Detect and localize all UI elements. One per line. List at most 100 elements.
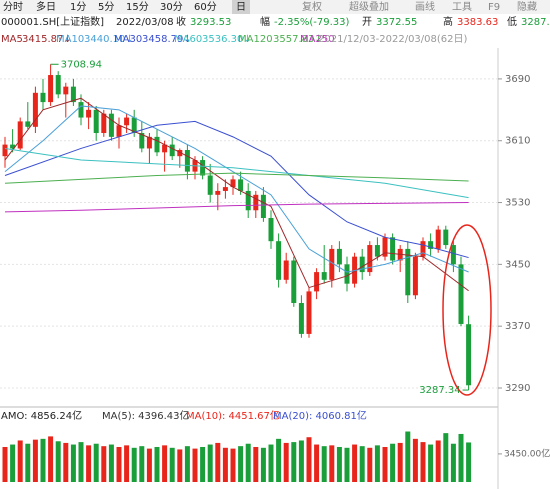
volume-bar — [428, 444, 434, 482]
candle-body — [184, 150, 190, 172]
y-tick-label: 3450 — [505, 259, 530, 270]
volume-bar — [184, 446, 190, 482]
legend-value: 3557.83↓ — [273, 34, 323, 45]
volume-bar — [124, 445, 130, 482]
volume-bar — [139, 446, 145, 482]
quote-label: 收 — [176, 15, 186, 28]
toolbar-tab[interactable]: 分时 — [3, 1, 23, 13]
volume-bar — [291, 442, 297, 482]
volume-bar — [390, 443, 396, 482]
volume-bar — [207, 444, 213, 482]
candle-body — [215, 190, 221, 195]
volume-bar — [443, 433, 449, 482]
volume-bar — [458, 433, 464, 482]
volume-bar — [382, 446, 388, 482]
toolbar-tab[interactable]: 5分 — [98, 1, 114, 13]
volume-bar — [131, 447, 137, 482]
candle-body — [70, 86, 76, 103]
toolbar-tool[interactable]: F9 — [488, 2, 500, 13]
toolbar-tab[interactable]: 30分 — [160, 1, 183, 13]
volume-bar — [412, 438, 418, 482]
candle-body — [450, 245, 456, 265]
toolbar-tool[interactable]: 复权 — [302, 0, 322, 13]
volume-bar — [116, 446, 122, 482]
legend-value: 3440.10↓ — [84, 34, 134, 45]
legend-value: 3536.30↓ — [202, 34, 252, 45]
candle-body — [268, 218, 274, 242]
annotation-text: 3287.34 — [419, 385, 460, 396]
legend-value: 3458.79↓ — [142, 34, 192, 45]
annotation-text: 3708.94 — [61, 59, 102, 70]
volume-bar — [63, 442, 69, 482]
candle-body — [124, 117, 130, 126]
volume-bar — [40, 438, 46, 482]
volume-bar — [466, 442, 472, 482]
toolbar-tab[interactable]: 1分 — [70, 1, 86, 13]
candle-body — [283, 260, 289, 280]
candle-body — [177, 150, 183, 157]
ma-line — [4, 147, 469, 199]
toolbar-tab[interactable]: 多日 — [36, 0, 56, 13]
volume-bar — [450, 443, 456, 482]
candle-body — [298, 303, 304, 334]
volume-bar — [78, 442, 84, 482]
candle-body — [344, 264, 350, 284]
volume-bar — [86, 445, 92, 482]
toolbar-tool[interactable]: 画线 — [415, 0, 435, 13]
candle-body — [458, 264, 464, 324]
volume-bar — [215, 442, 221, 482]
quote-date: 2022/03/08 — [116, 17, 174, 28]
candle-body — [25, 121, 31, 127]
volume-bar — [25, 443, 31, 482]
legend-name: MA30 — [114, 34, 142, 45]
volume-bar — [367, 447, 373, 482]
toolbar-tab[interactable]: 15分 — [126, 1, 149, 13]
volume-bar — [405, 431, 411, 482]
toolbar-tool[interactable]: 工具 — [452, 1, 472, 13]
legend-name: MA10 — [56, 34, 84, 45]
ma-line — [4, 105, 469, 273]
legend-name: MA250 — [300, 34, 335, 45]
toolbar-tab[interactable]: 60分 — [194, 1, 217, 13]
candle-body — [238, 179, 244, 191]
volume-bar — [276, 438, 282, 482]
volume-bar — [70, 444, 76, 482]
candle-body — [336, 248, 342, 265]
candle-body — [78, 102, 84, 118]
y-tick-label: 3690 — [505, 74, 530, 85]
toolbar-tab[interactable]: 日 — [236, 2, 246, 13]
volume-bar — [169, 447, 175, 482]
candle-body — [321, 272, 327, 280]
range-label: 2021/12/03-2022/03/08(62日) — [318, 34, 468, 45]
volume-bar — [397, 442, 403, 482]
y-tick-label: 3450.00亿 — [504, 447, 550, 459]
candle-body — [2, 144, 8, 157]
y-tick-label: 3290 — [505, 383, 530, 394]
volume-bar — [108, 444, 114, 482]
ma-line — [4, 97, 469, 292]
legend-name: MA120 — [238, 34, 273, 45]
ma-line — [4, 202, 469, 213]
quote-value: 3293.53 — [190, 17, 231, 28]
candle-body — [359, 256, 365, 273]
candle-body — [101, 113, 107, 133]
volume-title: MA(5): 4396.43亿 — [102, 409, 190, 422]
candle-body — [108, 113, 114, 137]
candle-body — [314, 272, 320, 292]
candle-body — [253, 194, 259, 211]
highlight-ellipse — [442, 224, 492, 396]
volume-bar — [344, 447, 350, 482]
candle-body — [162, 144, 168, 153]
ma-line — [4, 172, 469, 184]
volume-bar — [10, 444, 16, 482]
candle-body — [17, 121, 23, 149]
quote-label: 幅 — [260, 15, 270, 28]
candle-body — [154, 136, 160, 153]
quote-label: 高 — [443, 15, 453, 28]
toolbar-tool[interactable]: 超级叠加 — [349, 0, 389, 13]
candle-body — [32, 92, 38, 127]
toolbar-tool[interactable]: 隐藏 — [517, 1, 537, 13]
volume-bar — [93, 443, 99, 482]
ma-line — [4, 120, 469, 259]
